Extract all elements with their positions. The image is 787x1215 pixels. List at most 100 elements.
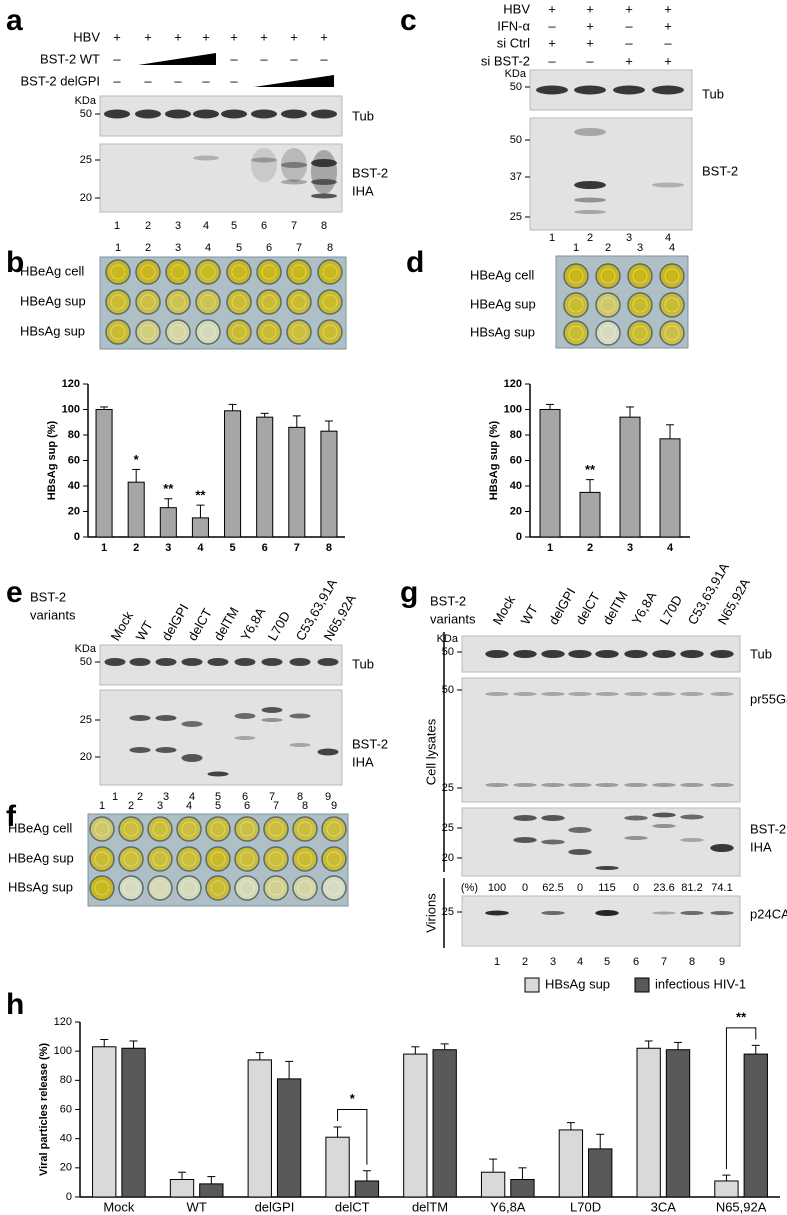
well [321,816,347,842]
row-label: HBeAg cell [8,820,72,835]
blot-band [680,650,704,658]
condition-mark: – [202,73,210,88]
blot-band [192,109,220,119]
blot-band [155,658,177,666]
bar [95,409,113,538]
x-tick-label: 2 [587,542,593,554]
well [147,846,173,872]
well [205,875,231,901]
row-label: HBeAg sup [470,296,536,311]
blot-band [652,692,676,696]
well-rim [170,264,186,280]
blot-band [624,783,648,787]
blot-label: Tub [352,656,374,671]
bar [636,1047,661,1198]
condition-mark: + [586,1,594,16]
blot-band [652,85,684,95]
well-rim [326,851,342,867]
lane-number: 4 [186,800,192,812]
well-rim [632,297,648,313]
row-label: HBeAg cell [20,263,84,278]
condition-mark: + [664,1,672,16]
well [89,875,115,901]
well-rim [297,821,313,837]
well-rim [568,325,584,341]
blot-band [261,707,283,713]
well [147,875,173,901]
well [226,319,252,345]
bar [159,507,177,538]
lane-number: 5 [215,800,221,812]
well [256,289,282,315]
x-tick-label: 7 [294,542,300,554]
variant-label: WT [518,602,541,627]
legend-swatch [634,977,650,993]
well-rim [210,880,226,896]
lane-number: 1 [112,791,118,803]
well [659,292,685,318]
well-rim [200,264,216,280]
blot-band [574,181,606,189]
lane-number: 9 [331,800,337,812]
y-tick-label: 80 [60,1074,72,1086]
well [595,320,621,346]
blot-band [310,109,338,119]
well-rim [110,294,126,310]
well-rim [322,324,338,340]
bar [743,1053,768,1198]
condition-label: si BST-2 [481,53,530,68]
blot-band [652,650,676,658]
well [263,816,289,842]
lane-number: 7 [291,220,297,232]
well [563,263,589,289]
well [321,875,347,901]
row-label: HBeAg cell [470,267,534,282]
y-tick-label: 100 [62,403,80,415]
well [105,289,131,315]
lane-number: 2 [587,232,593,244]
well [205,846,231,872]
variants-title: BST-2 [430,593,466,608]
well-rim [123,880,139,896]
lane-number: 7 [661,956,667,968]
well [118,816,144,842]
well [234,875,260,901]
x-tick-label: 6 [262,542,268,554]
well-rim [268,880,284,896]
well-rim [231,324,247,340]
blot-band [261,718,283,722]
size-marker: 25 [80,714,92,726]
blot-band [541,783,565,787]
lane-number: 2 [137,791,143,803]
well-rim [322,264,338,280]
percent-value: 100 [488,882,506,894]
bar [619,416,641,538]
x-tick-label: 3CA [651,1199,677,1214]
blot-band [541,815,565,821]
well-rim [110,324,126,340]
size-marker: 50 [510,134,522,146]
well-rim [110,264,126,280]
blot-band [181,658,203,666]
blot-band [710,783,734,787]
bar [432,1049,457,1198]
lane-number: 1 [494,956,500,968]
lane-number: 6 [266,242,272,254]
y-tick-label: 40 [68,480,80,492]
blot-band [652,911,676,915]
blot-band [181,754,203,762]
percent-label: (%) [461,882,478,894]
group-label: Cell lysates [423,718,438,785]
x-tick-label: 5 [230,542,236,554]
blot-band [652,783,676,787]
lane-number: 1 [573,242,579,254]
size-marker: 20 [80,192,92,204]
blot-band [595,650,619,658]
well-rim [152,821,168,837]
blot-band [710,650,734,658]
condition-mark: – [548,18,556,33]
well-rim [94,821,110,837]
lane-number: 6 [244,800,250,812]
condition-label: BST-2 delGPI [21,73,100,88]
lane-number: 1 [115,242,121,254]
